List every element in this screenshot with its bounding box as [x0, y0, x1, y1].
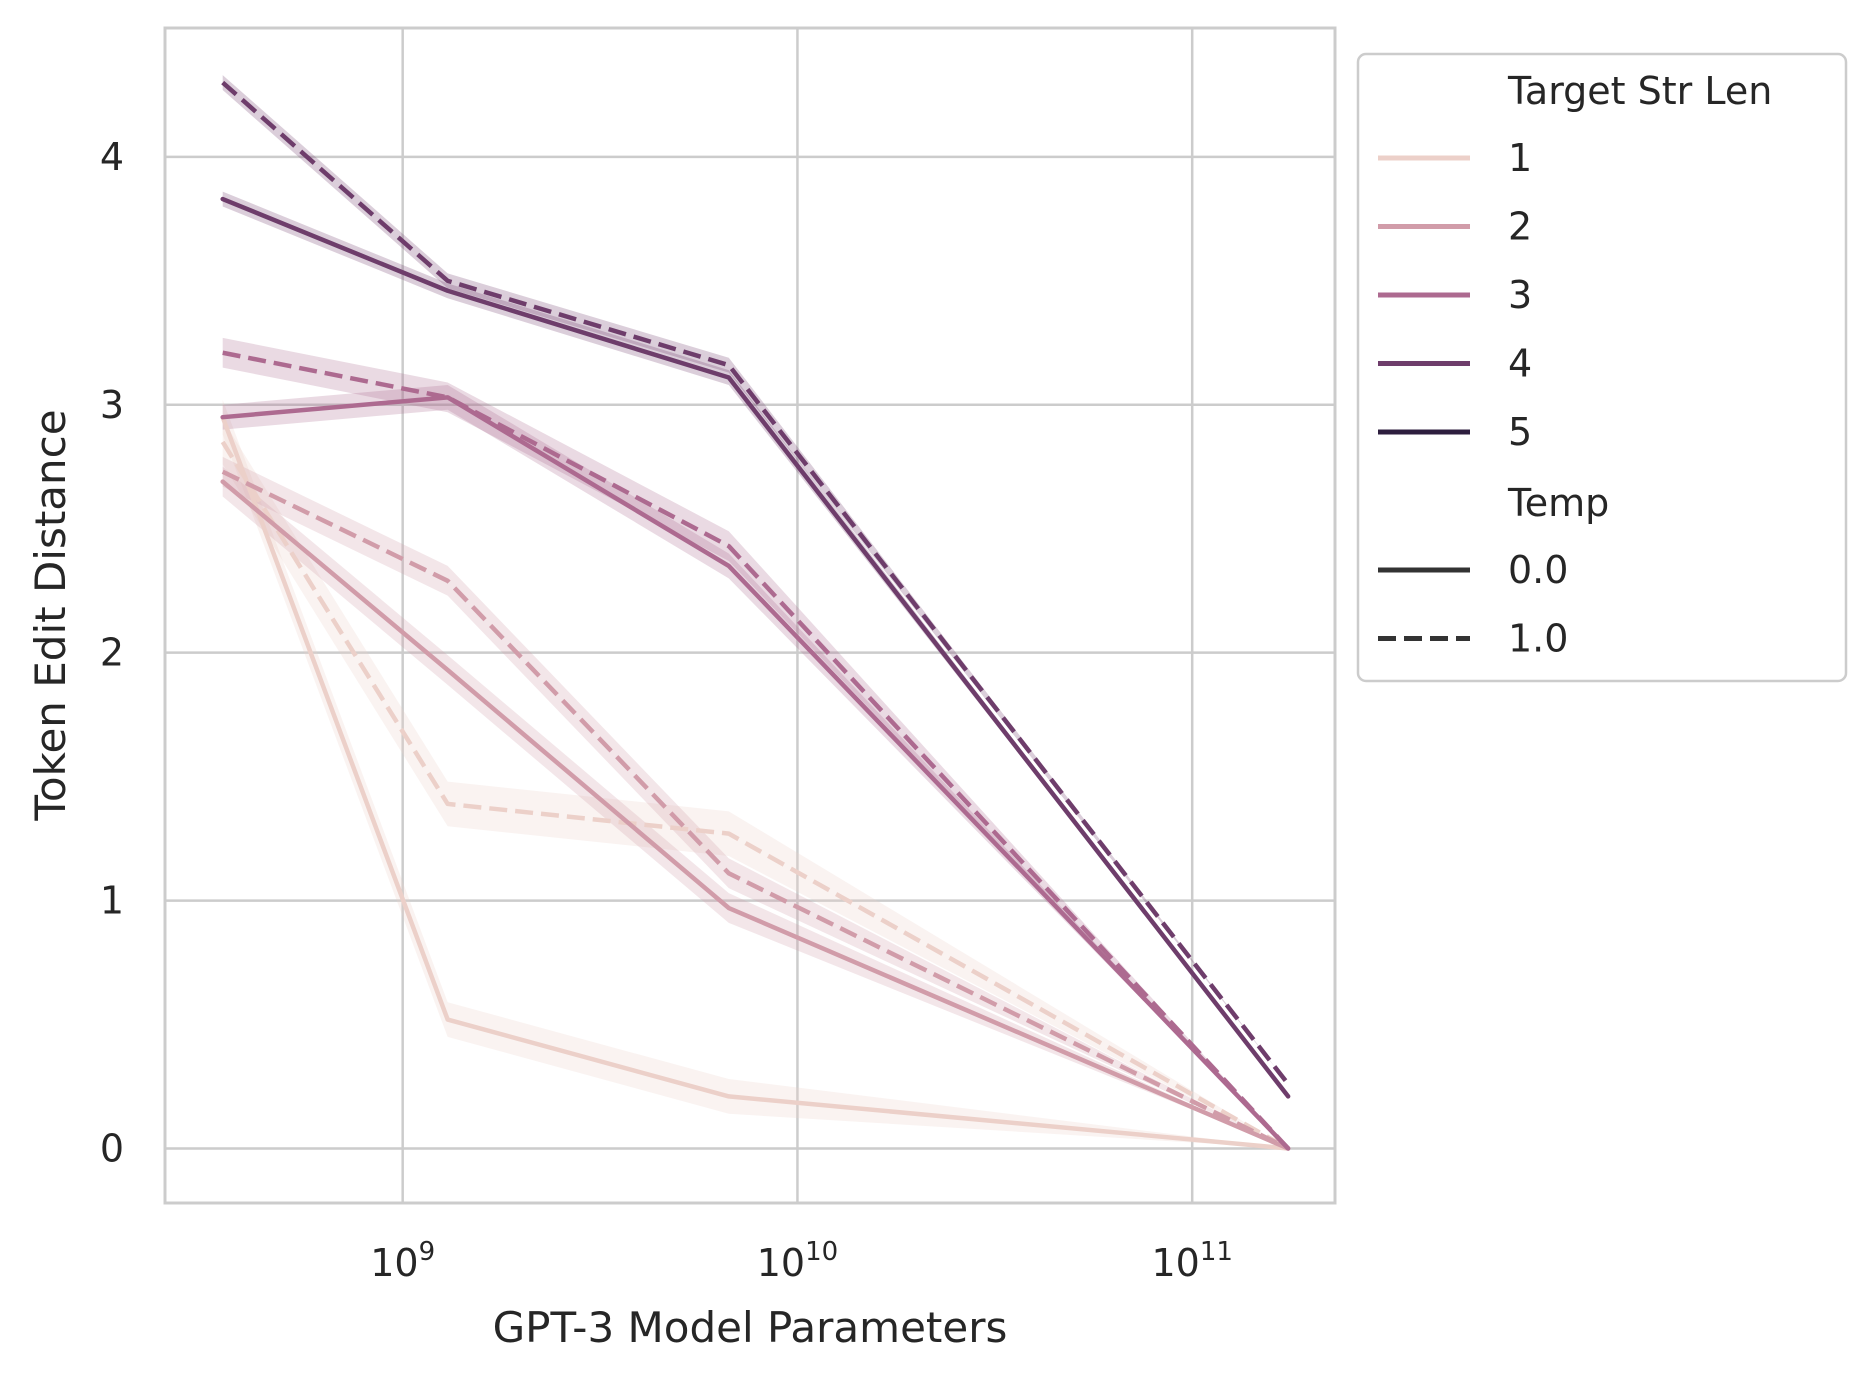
- plot-frame: [163, 26, 1337, 1205]
- legend-label-len-3: 3: [1508, 273, 1532, 317]
- legend-label-len-2: 2: [1508, 205, 1532, 249]
- legend-label-len-1: 1: [1508, 136, 1532, 180]
- legend-label-temp-0.0: 0.0: [1508, 548, 1568, 592]
- confidence-band-len-2-temp-1.0: [222, 456, 1289, 1149]
- y-tick-label: 1: [100, 879, 124, 923]
- x-tick-base: 10: [757, 1241, 805, 1285]
- legend: Target Str Len 1 2 3 4 5 Temp 0.0 1.0: [1356, 52, 1848, 683]
- x-tick-base: 10: [370, 1241, 418, 1285]
- legend-frame: [1356, 52, 1848, 683]
- line-len-4-temp-0.0: [220, 196, 1291, 1099]
- y-tick-label: 2: [100, 631, 124, 675]
- legend-hue-entries: 1 2 3 4 5: [1378, 136, 1532, 454]
- legend-label-len-5: 5: [1508, 410, 1532, 454]
- x-axis-title: GPT-3 Model Parameters: [493, 1303, 1008, 1352]
- grid: [165, 28, 1335, 1203]
- line-len-1-temp-0.0: [220, 414, 1291, 1151]
- line-len-1-temp-1.0: [220, 440, 1290, 1151]
- legend-hue-title: Target Str Len: [1507, 69, 1772, 113]
- legend-style-title: Temp: [1507, 481, 1609, 525]
- line-len-4-temp-1.0: [221, 80, 1290, 1086]
- x-tick-labels: 109 1010 1011: [370, 1237, 1233, 1285]
- x-tick-exponent: 11: [1200, 1237, 1233, 1267]
- legend-label-temp-1.0: 1.0: [1508, 617, 1568, 661]
- line-len-2-temp-1.0: [221, 469, 1290, 1151]
- plot-background: [165, 28, 1335, 1203]
- y-tick-label: 0: [100, 1126, 124, 1170]
- x-tick-exponent: 9: [419, 1237, 436, 1267]
- line-len-3-temp-1.0: [222, 350, 1290, 1150]
- y-axis-title: Token Edit Distance: [26, 409, 75, 821]
- legend-style-entries: 0.0 1.0: [1378, 548, 1568, 661]
- y-tick-label: 3: [100, 383, 124, 427]
- x-tick-label: 1011: [1151, 1237, 1232, 1285]
- y-tick-labels: 0 1 2 3 4: [100, 135, 124, 1171]
- line-len-3-temp-0.0: [220, 395, 1291, 1151]
- series-lines: [220, 80, 1291, 1151]
- legend-label-len-4: 4: [1508, 342, 1532, 386]
- x-tick-label: 1010: [757, 1237, 838, 1285]
- x-tick-base: 10: [1151, 1241, 1199, 1285]
- y-tick-label: 4: [100, 135, 124, 179]
- x-tick-label: 109: [370, 1237, 435, 1285]
- line-len-2-temp-0.0: [220, 479, 1291, 1151]
- x-tick-exponent: 10: [805, 1237, 838, 1267]
